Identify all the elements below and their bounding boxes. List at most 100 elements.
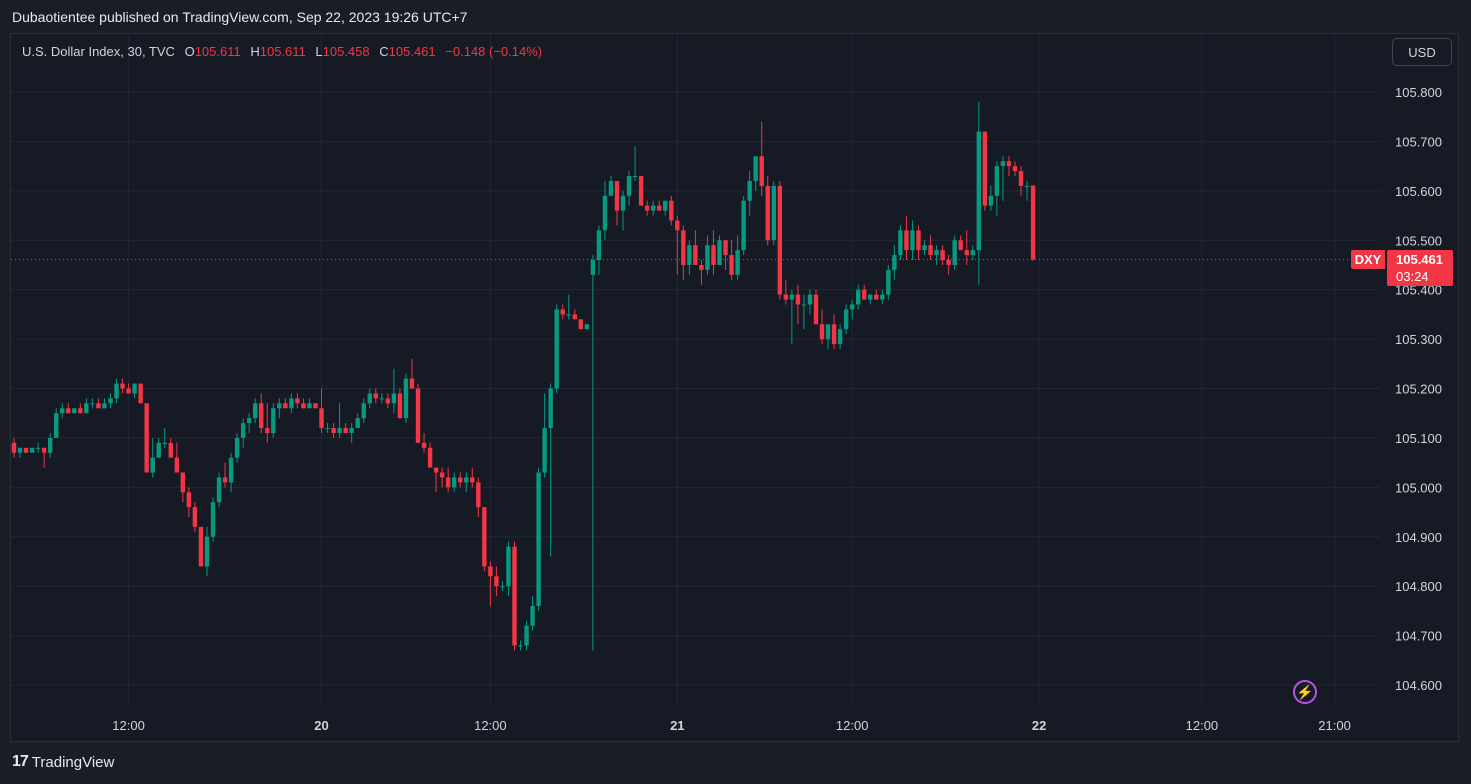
candle xyxy=(789,289,795,345)
candle xyxy=(283,398,288,409)
candle xyxy=(705,235,710,275)
candle xyxy=(325,423,330,433)
y-tick-label: 104.800 xyxy=(1395,579,1442,594)
y-tick-label: 105.400 xyxy=(1395,283,1442,298)
candle xyxy=(524,620,529,651)
chart-pane[interactable] xyxy=(10,33,1459,742)
candle-body xyxy=(126,388,131,394)
candle-body xyxy=(735,250,740,275)
candle xyxy=(35,442,41,453)
candle xyxy=(108,393,113,409)
candle xyxy=(458,472,463,488)
candle xyxy=(554,304,559,394)
candle-body xyxy=(210,502,216,537)
candle-body xyxy=(970,250,975,256)
candle xyxy=(451,472,457,493)
change-value: −0.148 (−0.14%) xyxy=(445,44,543,59)
candle-body xyxy=(421,442,427,448)
candle-body xyxy=(741,200,746,251)
candle-body xyxy=(72,408,77,414)
candle xyxy=(699,260,704,285)
candle-body xyxy=(331,428,336,433)
candle xyxy=(681,225,686,280)
symbol-title[interactable]: U.S. Dollar Index, 30, TVC xyxy=(22,44,175,59)
candle-body xyxy=(150,457,155,473)
candle-body xyxy=(66,408,71,414)
close-label: C xyxy=(379,44,389,59)
footer-brand[interactable]: 17 TradingView xyxy=(12,753,114,771)
candle xyxy=(96,398,101,409)
candle-body xyxy=(500,586,505,588)
candle-body xyxy=(729,255,734,275)
candle-body xyxy=(868,294,873,300)
candle xyxy=(102,398,107,409)
candle-body xyxy=(90,403,95,405)
candle-body xyxy=(96,403,101,409)
candle-body xyxy=(307,403,312,409)
candle xyxy=(259,393,264,433)
chart-legend: U.S. Dollar Index, 30, TVC O105.611 H105… xyxy=(22,44,542,59)
candle xyxy=(566,294,571,320)
last-price: 105.461 xyxy=(1396,252,1443,267)
candle xyxy=(614,180,620,226)
x-tick-label: 12:00 xyxy=(474,718,507,733)
candle-body xyxy=(78,408,83,414)
candle xyxy=(433,467,439,493)
candle xyxy=(837,324,843,349)
candle-body xyxy=(807,294,813,305)
candle xyxy=(747,171,752,216)
candle-body xyxy=(343,428,348,433)
candle-body xyxy=(940,250,945,261)
candle-body xyxy=(313,403,318,409)
candle xyxy=(578,319,584,330)
candle-body xyxy=(608,180,614,196)
candle xyxy=(385,393,391,409)
candle-body xyxy=(856,289,861,305)
candle xyxy=(572,309,577,320)
candle-body xyxy=(29,447,35,453)
candle-body xyxy=(518,645,523,647)
candle xyxy=(560,304,565,320)
candle xyxy=(355,413,360,429)
candle xyxy=(470,467,475,488)
candle-body xyxy=(681,230,686,265)
lightning-bolt-icon[interactable]: ⚡ xyxy=(1293,680,1317,704)
candle xyxy=(825,324,831,349)
candle-body xyxy=(843,309,849,330)
candle xyxy=(421,432,427,453)
candle-body xyxy=(1012,166,1018,172)
candle-body xyxy=(138,383,143,404)
candle xyxy=(439,467,445,488)
candle-body xyxy=(904,230,909,251)
candle-body xyxy=(801,304,807,306)
candle xyxy=(162,428,167,448)
y-tick-label: 105.800 xyxy=(1395,85,1442,100)
candle xyxy=(922,240,927,256)
candle-body xyxy=(325,428,330,430)
candle xyxy=(277,398,282,419)
candle xyxy=(415,383,421,443)
candle xyxy=(319,388,324,433)
candle xyxy=(500,581,505,592)
candle-body xyxy=(319,408,324,429)
candle xyxy=(964,230,969,265)
candle-body xyxy=(379,398,385,400)
candle-body xyxy=(216,477,222,503)
y-tick-label: 105.700 xyxy=(1395,134,1442,149)
candle-body xyxy=(132,383,137,394)
candle-body xyxy=(596,230,602,261)
candle xyxy=(54,408,59,438)
candle xyxy=(120,378,125,394)
candle-body xyxy=(391,393,397,404)
candle-body xyxy=(1018,171,1024,186)
y-tick-label: 105.500 xyxy=(1395,233,1442,248)
candle xyxy=(687,240,692,275)
candle-body xyxy=(572,314,577,320)
candle-body xyxy=(717,240,722,265)
high-label: H xyxy=(250,44,260,59)
candle xyxy=(1006,156,1012,177)
candle-body xyxy=(747,180,752,201)
candle xyxy=(675,215,680,275)
currency-button[interactable]: USD xyxy=(1392,38,1452,66)
